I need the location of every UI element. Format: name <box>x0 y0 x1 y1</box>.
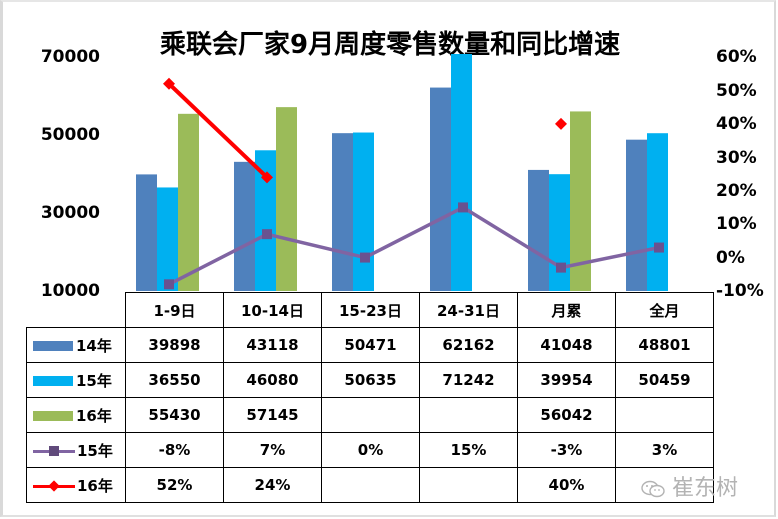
table-cell <box>321 397 420 433</box>
legend-line-diamond-icon <box>33 480 75 492</box>
table-cell: 57145 <box>223 397 322 433</box>
table-cell: 41048 <box>517 327 616 363</box>
table-cell: -8% <box>125 432 224 468</box>
table-cell: 36550 <box>125 362 224 398</box>
right-axis-tick: 0% <box>716 248 745 268</box>
square-marker-icon <box>164 279 174 290</box>
table-cell: 55430 <box>125 397 224 433</box>
table-cell: 7% <box>223 432 322 468</box>
column-header: 24-31日 <box>419 292 518 328</box>
table-cell <box>419 397 518 433</box>
bar-15年 <box>353 132 374 291</box>
bar-14年 <box>430 87 451 291</box>
left-axis-tick: 70000 <box>40 47 100 67</box>
table-cell: 24% <box>223 467 322 503</box>
column-header: 1-9日 <box>125 292 224 328</box>
legend-swatch-icon <box>33 376 73 386</box>
table-row: 15年 -8% 7% 0% 15% -3% 3% <box>26 432 714 468</box>
right-axis-tick: 30% <box>716 148 757 168</box>
bar-14年 <box>626 139 647 291</box>
table-cell: 39954 <box>517 362 616 398</box>
right-axis-tick: 60% <box>716 47 757 67</box>
legend-swatch-icon <box>33 411 73 421</box>
bar-16年 <box>276 107 297 292</box>
bar-14年 <box>528 169 549 291</box>
table-cell: 50459 <box>615 362 714 398</box>
legend-16-bar: 16年 <box>26 397 126 433</box>
diamond-marker-icon <box>555 117 567 130</box>
legend-16-line: 16年 <box>26 467 126 503</box>
right-axis-tick: -10% <box>716 281 764 301</box>
table-cell: 71242 <box>419 362 518 398</box>
right-axis-tick: 50% <box>716 81 757 101</box>
column-header: 10-14日 <box>223 292 322 328</box>
left-axis-tick: 50000 <box>40 125 100 145</box>
bar-16年 <box>178 113 199 291</box>
table-cell: 50635 <box>321 362 420 398</box>
square-marker-icon <box>458 202 468 213</box>
table-row: 15年 36550 46080 50635 71242 39954 50459 <box>26 362 714 398</box>
diamond-marker-icon <box>163 77 175 90</box>
square-marker-icon <box>360 252 370 263</box>
bar-16年 <box>570 111 591 291</box>
table-cell: 40% <box>517 467 616 503</box>
table-corner <box>26 292 126 328</box>
table-cell: 46080 <box>223 362 322 398</box>
table-cell: 62162 <box>419 327 518 363</box>
table-cell: 39898 <box>125 327 224 363</box>
table-cell: 43118 <box>223 327 322 363</box>
table-row: 16年 52% 24% 40% <box>26 467 714 503</box>
table-cell: -3% <box>517 432 616 468</box>
column-header: 月累 <box>517 292 616 328</box>
table-cell: 0% <box>321 432 420 468</box>
right-axis-tick: 10% <box>716 214 757 234</box>
table-row: 16年 55430 57145 56042 <box>26 397 714 433</box>
bar-14年 <box>234 161 255 291</box>
wechat-icon <box>641 480 665 498</box>
bar-14年 <box>332 133 353 291</box>
table-cell: 52% <box>125 467 224 503</box>
square-marker-icon <box>556 262 566 273</box>
table-cell <box>419 467 518 503</box>
legend-15-line: 15年 <box>26 432 126 468</box>
watermark: 崔东树 <box>640 470 738 502</box>
right-axis-tick: 20% <box>716 181 757 201</box>
right-axis-tick: 40% <box>716 114 757 134</box>
column-header: 全月 <box>615 292 714 328</box>
table-cell: 50471 <box>321 327 420 363</box>
bar-15年 <box>549 174 570 291</box>
square-marker-icon <box>654 242 664 253</box>
table-cell: 48801 <box>615 327 714 363</box>
legend-14-bar: 14年 <box>26 327 126 363</box>
table-cell <box>321 467 420 503</box>
bar-14年 <box>136 174 157 291</box>
table-cell: 56042 <box>517 397 616 433</box>
diamond-marker-icon <box>261 171 273 184</box>
bar-15年 <box>157 187 178 291</box>
table-cell <box>615 397 714 433</box>
table-cell: 3% <box>615 432 714 468</box>
legend-15-bar: 15年 <box>26 362 126 398</box>
table-row: 14年 39898 43118 50471 62162 41048 48801 <box>26 327 714 363</box>
legend-swatch-icon <box>33 341 73 351</box>
square-marker-icon <box>262 229 272 240</box>
left-axis-tick: 30000 <box>40 203 100 223</box>
bar-15年 <box>647 133 668 291</box>
chart-title: 乘联会厂家9月周度零售数量和同比增速 <box>160 30 621 60</box>
column-header: 15-23日 <box>321 292 420 328</box>
table-cell: 15% <box>419 432 518 468</box>
legend-line-square-icon <box>33 445 75 457</box>
data-table: 1-9日 10-14日 15-23日 24-31日 月累 全月 14年 3989… <box>26 292 714 503</box>
table-cell <box>615 467 714 503</box>
bar-15年 <box>451 54 472 291</box>
bar-15年 <box>255 150 276 291</box>
